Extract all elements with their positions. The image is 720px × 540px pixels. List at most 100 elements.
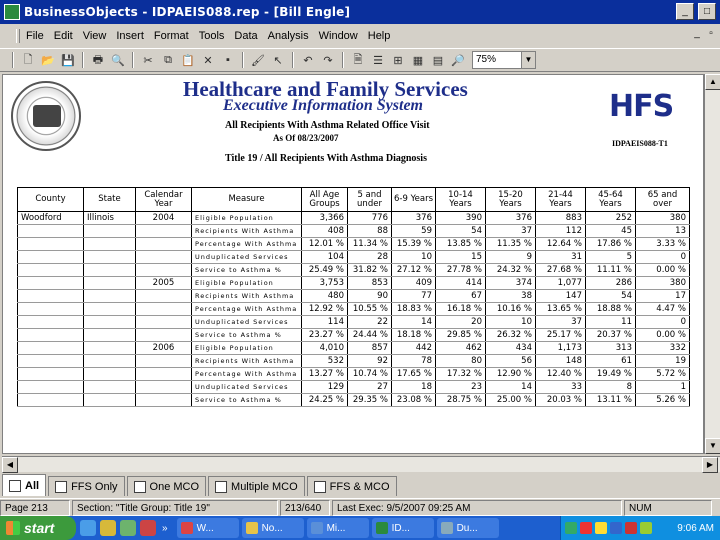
table-cell[interactable] <box>17 367 84 381</box>
table-cell[interactable]: Eligible Population <box>191 276 302 290</box>
table-cell[interactable]: 33 <box>535 380 586 394</box>
doc-restore-button[interactable]: ▫ <box>709 28 713 39</box>
table-cell[interactable]: 776 <box>347 211 392 225</box>
table-cell[interactable]: 88 <box>347 224 392 238</box>
table-cell[interactable]: 114 <box>301 315 348 329</box>
table-cell[interactable]: 14 <box>391 315 436 329</box>
horizontal-scrollbar[interactable]: ◀ ▶ <box>2 456 720 473</box>
table-cell[interactable] <box>17 328 84 342</box>
table-cell[interactable]: 10 <box>391 250 436 264</box>
table-cell[interactable] <box>17 276 84 290</box>
table-cell[interactable] <box>135 250 192 264</box>
table-cell[interactable]: 129 <box>301 380 348 394</box>
table-cell[interactable] <box>17 315 84 329</box>
table-cell[interactable] <box>135 315 192 329</box>
table-cell[interactable]: 380 <box>635 276 690 290</box>
table-cell[interactable] <box>17 224 84 238</box>
table-cell[interactable]: 17.32 % <box>435 367 486 381</box>
table-cell[interactable] <box>83 367 136 381</box>
table-cell[interactable] <box>83 289 136 303</box>
table-cell[interactable]: 11.34 % <box>347 237 392 251</box>
table-cell[interactable] <box>17 250 84 264</box>
table-cell[interactable] <box>83 237 136 251</box>
column-header[interactable]: Calendar Year <box>135 187 192 212</box>
table-cell[interactable]: 27.12 % <box>391 263 436 277</box>
table-cell[interactable]: Recipients With Asthma <box>191 224 302 238</box>
table-cell[interactable]: 24.32 % <box>485 263 536 277</box>
quicklaunch-overflow-icon[interactable]: » <box>162 522 168 534</box>
antivirus-icon[interactable] <box>625 522 637 534</box>
table-cell[interactable]: 0 <box>635 250 690 264</box>
table-cell[interactable]: 286 <box>585 276 636 290</box>
tab-multiple-mco[interactable]: Multiple MCO <box>208 476 305 496</box>
table-cell[interactable]: Illinois <box>83 211 136 225</box>
table-cell[interactable]: 28 <box>347 250 392 264</box>
table-cell[interactable]: 3,366 <box>301 211 348 225</box>
table-cell[interactable]: 5 <box>585 250 636 264</box>
network-icon[interactable] <box>565 522 577 534</box>
scroll-right-icon[interactable]: ▶ <box>702 457 718 473</box>
table-cell[interactable]: 18.18 % <box>391 328 436 342</box>
table-cell[interactable]: 112 <box>535 224 586 238</box>
table-cell[interactable]: Service to Asthma % <box>191 263 302 277</box>
print-icon[interactable]: 🖶 <box>92 53 104 66</box>
table-cell[interactable] <box>135 224 192 238</box>
table-cell[interactable]: Percentage With Asthma <box>191 367 302 381</box>
table-cell[interactable]: 147 <box>535 289 586 303</box>
new-document-icon[interactable]: 🗋 <box>23 53 33 66</box>
table-cell[interactable] <box>135 263 192 277</box>
table-cell[interactable] <box>17 341 84 355</box>
table-cell[interactable]: 18.88 % <box>585 302 636 316</box>
update-icon[interactable] <box>595 522 607 534</box>
table-cell[interactable] <box>17 302 84 316</box>
table-cell[interactable]: 332 <box>635 341 690 355</box>
print-preview-icon[interactable]: 🔍 <box>111 54 125 67</box>
table-cell[interactable]: 5.26 % <box>635 393 690 407</box>
table-cell[interactable] <box>83 250 136 264</box>
table-cell[interactable]: 434 <box>485 341 536 355</box>
tray-app-icon[interactable] <box>640 522 652 534</box>
table-cell[interactable]: 80 <box>435 354 486 368</box>
redo-icon[interactable]: ↷ <box>323 54 333 67</box>
table-cell[interactable] <box>135 393 192 407</box>
outlook-quicklaunch-icon[interactable] <box>100 520 116 536</box>
table-cell[interactable]: 10.55 % <box>347 302 392 316</box>
table-cell[interactable]: 19.49 % <box>585 367 636 381</box>
grid-icon[interactable]: ▤ <box>432 54 444 67</box>
table-cell[interactable]: 23.27 % <box>301 328 348 342</box>
table-cell[interactable]: 15.39 % <box>391 237 436 251</box>
table-cell[interactable]: 2004 <box>135 211 192 225</box>
taskbar-clock[interactable]: 9:06 AM <box>677 522 714 534</box>
table-cell[interactable]: 2005 <box>135 276 192 290</box>
table-cell[interactable]: 27.68 % <box>535 263 586 277</box>
table-cell[interactable]: 18.83 % <box>391 302 436 316</box>
table-cell[interactable]: 10.74 % <box>347 367 392 381</box>
table-cell[interactable]: 13 <box>635 224 690 238</box>
column-header[interactable]: All Age Groups <box>301 187 348 212</box>
table-cell[interactable]: Service to Asthma % <box>191 328 302 342</box>
table-cell[interactable]: 9 <box>485 250 536 264</box>
table-cell[interactable]: 0.00 % <box>635 328 690 342</box>
table-cell[interactable]: Percentage With Asthma <box>191 237 302 251</box>
table-cell[interactable]: 1,077 <box>535 276 586 290</box>
table-cell[interactable] <box>83 224 136 238</box>
table-cell[interactable]: 1 <box>635 380 690 394</box>
table-cell[interactable]: 54 <box>435 224 486 238</box>
table-cell[interactable]: 25.17 % <box>535 328 586 342</box>
table-cell[interactable]: 20.03 % <box>535 393 586 407</box>
pointer-icon[interactable]: ↖ <box>273 54 283 67</box>
table-cell[interactable]: Recipients With Asthma <box>191 354 302 368</box>
table-cell[interactable] <box>83 354 136 368</box>
table-cell[interactable]: 54 <box>585 289 636 303</box>
table-cell[interactable]: 37 <box>535 315 586 329</box>
table-cell[interactable]: 17.86 % <box>585 237 636 251</box>
ie-quicklaunch-icon[interactable] <box>80 520 96 536</box>
table-cell[interactable] <box>17 393 84 407</box>
table-cell[interactable] <box>83 315 136 329</box>
table-cell[interactable]: 29.85 % <box>435 328 486 342</box>
taskbar-button-du[interactable]: Du... <box>436 518 499 538</box>
chevron-down-icon[interactable]: ▼ <box>521 52 535 68</box>
menu-view[interactable]: View <box>82 30 107 42</box>
table-cell[interactable]: 12.64 % <box>535 237 586 251</box>
lock-icon[interactable]: ▪ <box>226 54 230 66</box>
